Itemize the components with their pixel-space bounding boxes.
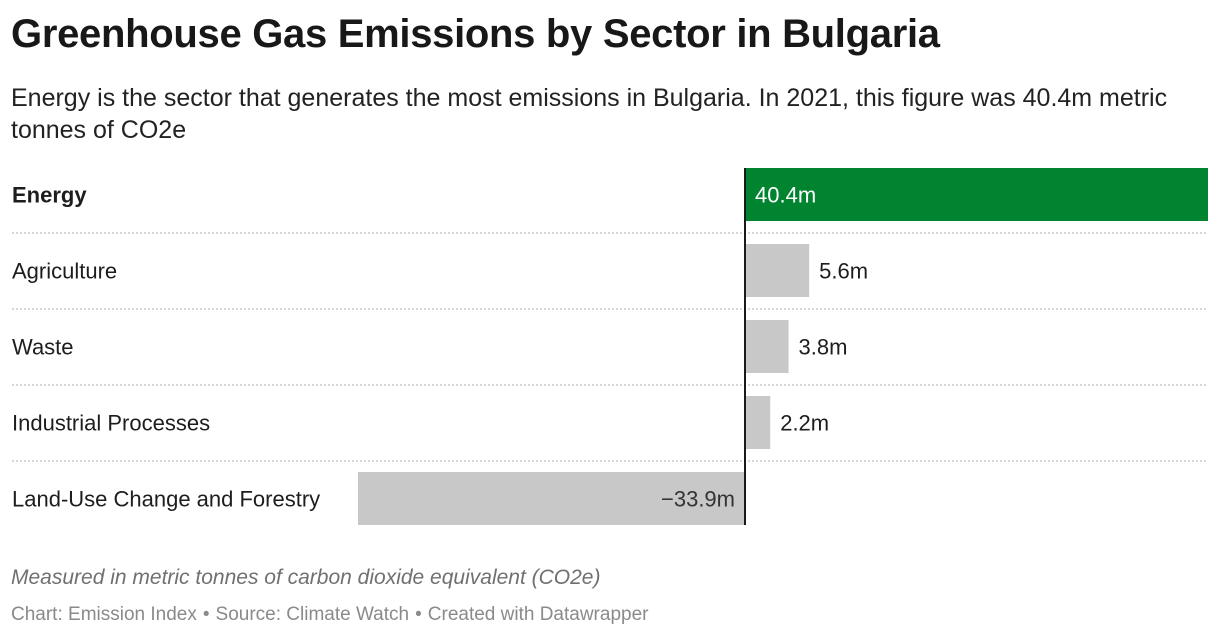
- chart-subtitle: Energy is the sector that generates the …: [11, 84, 1168, 144]
- category-label: Land-Use Change and Forestry: [12, 487, 320, 512]
- value-label: 2.2m: [780, 411, 829, 436]
- category-label: Agriculture: [12, 259, 117, 284]
- footer-separator: •: [202, 604, 210, 625]
- footer-separator: •: [415, 604, 422, 625]
- footer-chart-credit: Chart: Emission Index: [11, 604, 197, 625]
- bar: [745, 396, 771, 449]
- value-label: 5.6m: [819, 259, 868, 284]
- footer-source: Source: Climate Watch: [215, 604, 410, 625]
- value-label: 40.4m: [755, 183, 816, 208]
- chart-notes: Measured in metric tonnes of carbon diox…: [11, 566, 601, 589]
- chart-footer: Chart: Emission Index • Source: Climate Wa…: [11, 604, 648, 626]
- bar: [745, 168, 1208, 221]
- value-label: 3.8m: [799, 335, 848, 360]
- bar: [745, 244, 810, 297]
- bar: [745, 320, 789, 373]
- bar-chart: Energy 40.4m Agriculture 5.6m Waste 3.8m Indus…: [12, 168, 1208, 525]
- bar: [358, 472, 745, 525]
- footer-created-with: Created with Datawrapper: [427, 604, 649, 625]
- category-label: Industrial Processes: [12, 411, 210, 436]
- category-label: Waste: [12, 335, 74, 360]
- value-label: −33.9m: [661, 487, 735, 512]
- category-label: Energy: [12, 183, 87, 208]
- chart-title: Greenhouse Gas Emissions by Sector in Bu…: [11, 12, 940, 56]
